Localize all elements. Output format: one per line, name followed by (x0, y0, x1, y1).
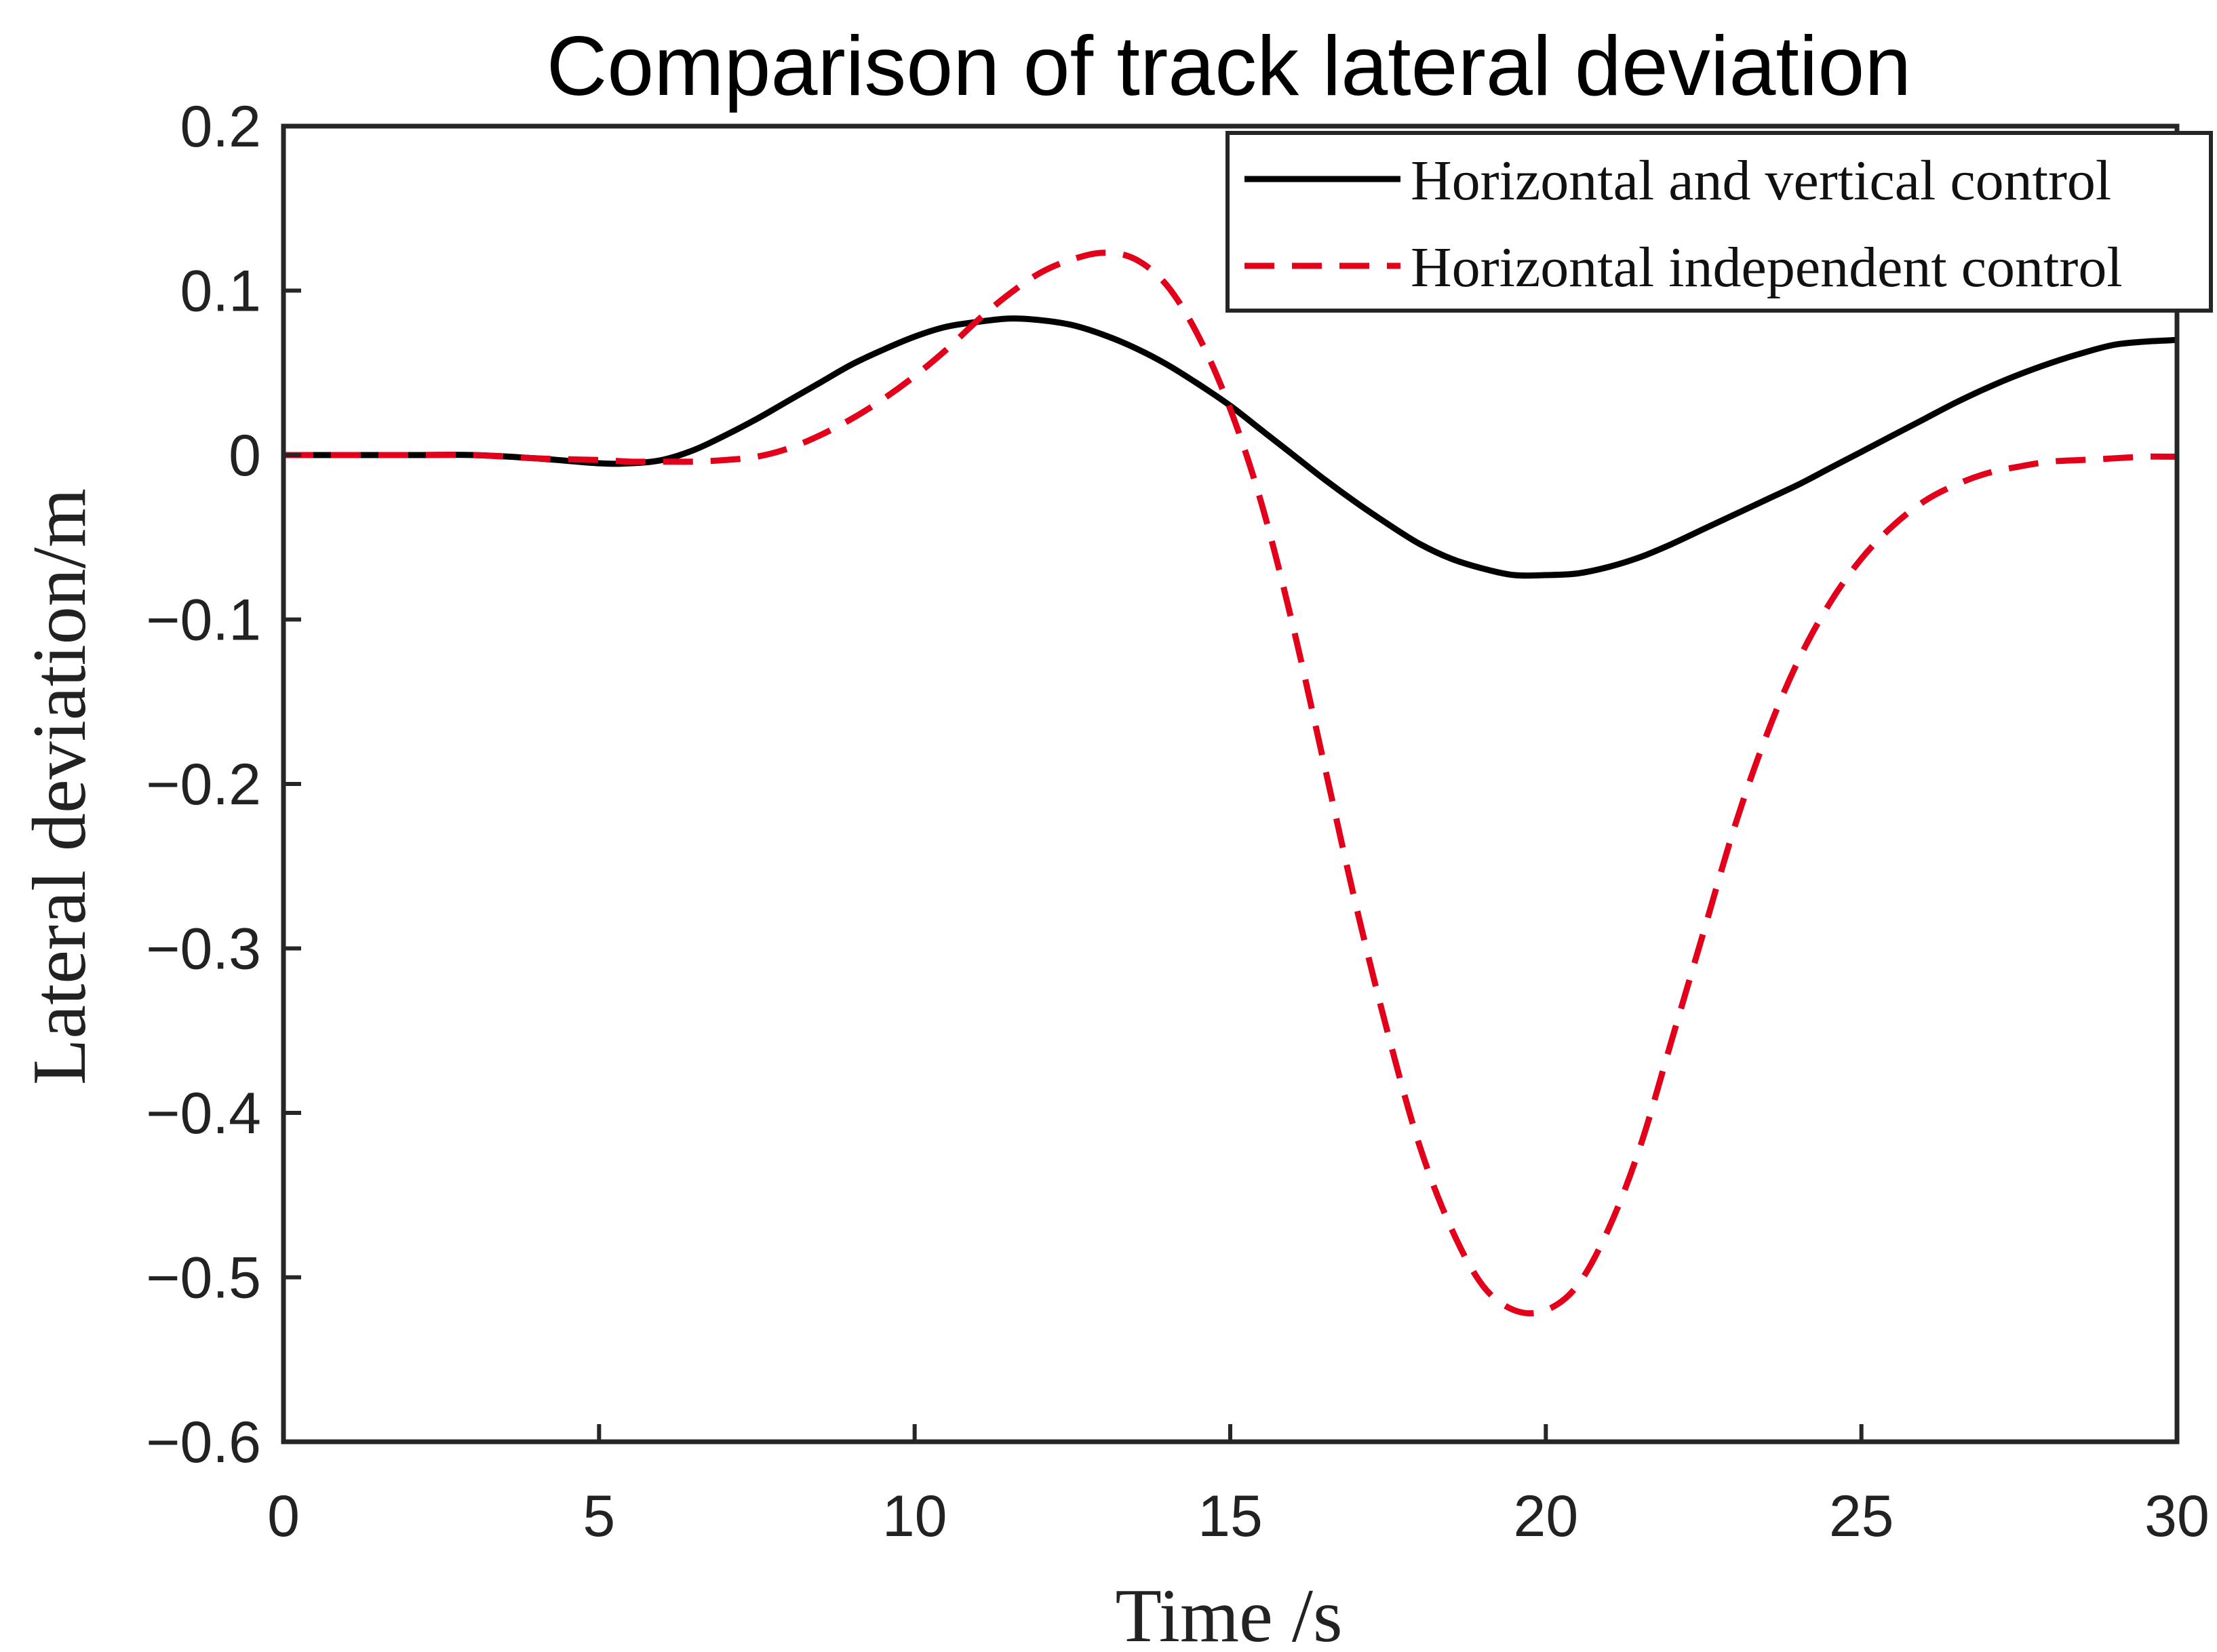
y-axis-label: Lateral deviation/m (18, 488, 102, 1085)
legend-label-horizontal-independent: Horizontal independent control (1411, 236, 2123, 299)
y-tick-label: −0.2 (146, 752, 261, 817)
y-tick-label: 0.1 (180, 259, 261, 324)
chart-title: Comparison of track lateral deviation (547, 20, 1912, 113)
x-tick-label: 30 (2144, 1484, 2210, 1549)
y-tick-label: −0.6 (146, 1410, 261, 1475)
y-tick-label: −0.3 (146, 917, 261, 982)
legend-box (1225, 131, 2213, 313)
x-tick-label: 25 (1829, 1484, 1894, 1549)
y-tick-label: 0 (229, 423, 261, 488)
series-line-horizontal-and-vertical (283, 315, 2178, 579)
legend-label-horizontal-and-vertical: Horizontal and vertical control (1411, 149, 2111, 212)
y-tick-label: −0.1 (146, 588, 261, 653)
y-tick-label: −0.4 (146, 1081, 261, 1146)
x-axis-label: Time /s (1115, 1574, 1342, 1652)
x-tick-label: 20 (1513, 1484, 1578, 1549)
x-tick-label: 0 (267, 1484, 300, 1549)
plot-area (283, 250, 2178, 1317)
y-axis: 0.2 0.1 0 −0.1 −0.2 −0.3 −0.4 −0.5 −0.6 (146, 94, 301, 1475)
x-tick-label: 5 (583, 1484, 615, 1549)
x-tick-label: 15 (1198, 1484, 1263, 1549)
x-axis: 0 5 10 15 20 25 30 (267, 1424, 2210, 1549)
series-line-horizontal-independent (283, 250, 2178, 1317)
legend: Horizontal and vertical control Horizont… (1225, 131, 2213, 313)
y-tick-label: 0.2 (180, 94, 261, 159)
y-tick-label: −0.5 (146, 1246, 261, 1311)
x-tick-label: 10 (882, 1484, 947, 1549)
